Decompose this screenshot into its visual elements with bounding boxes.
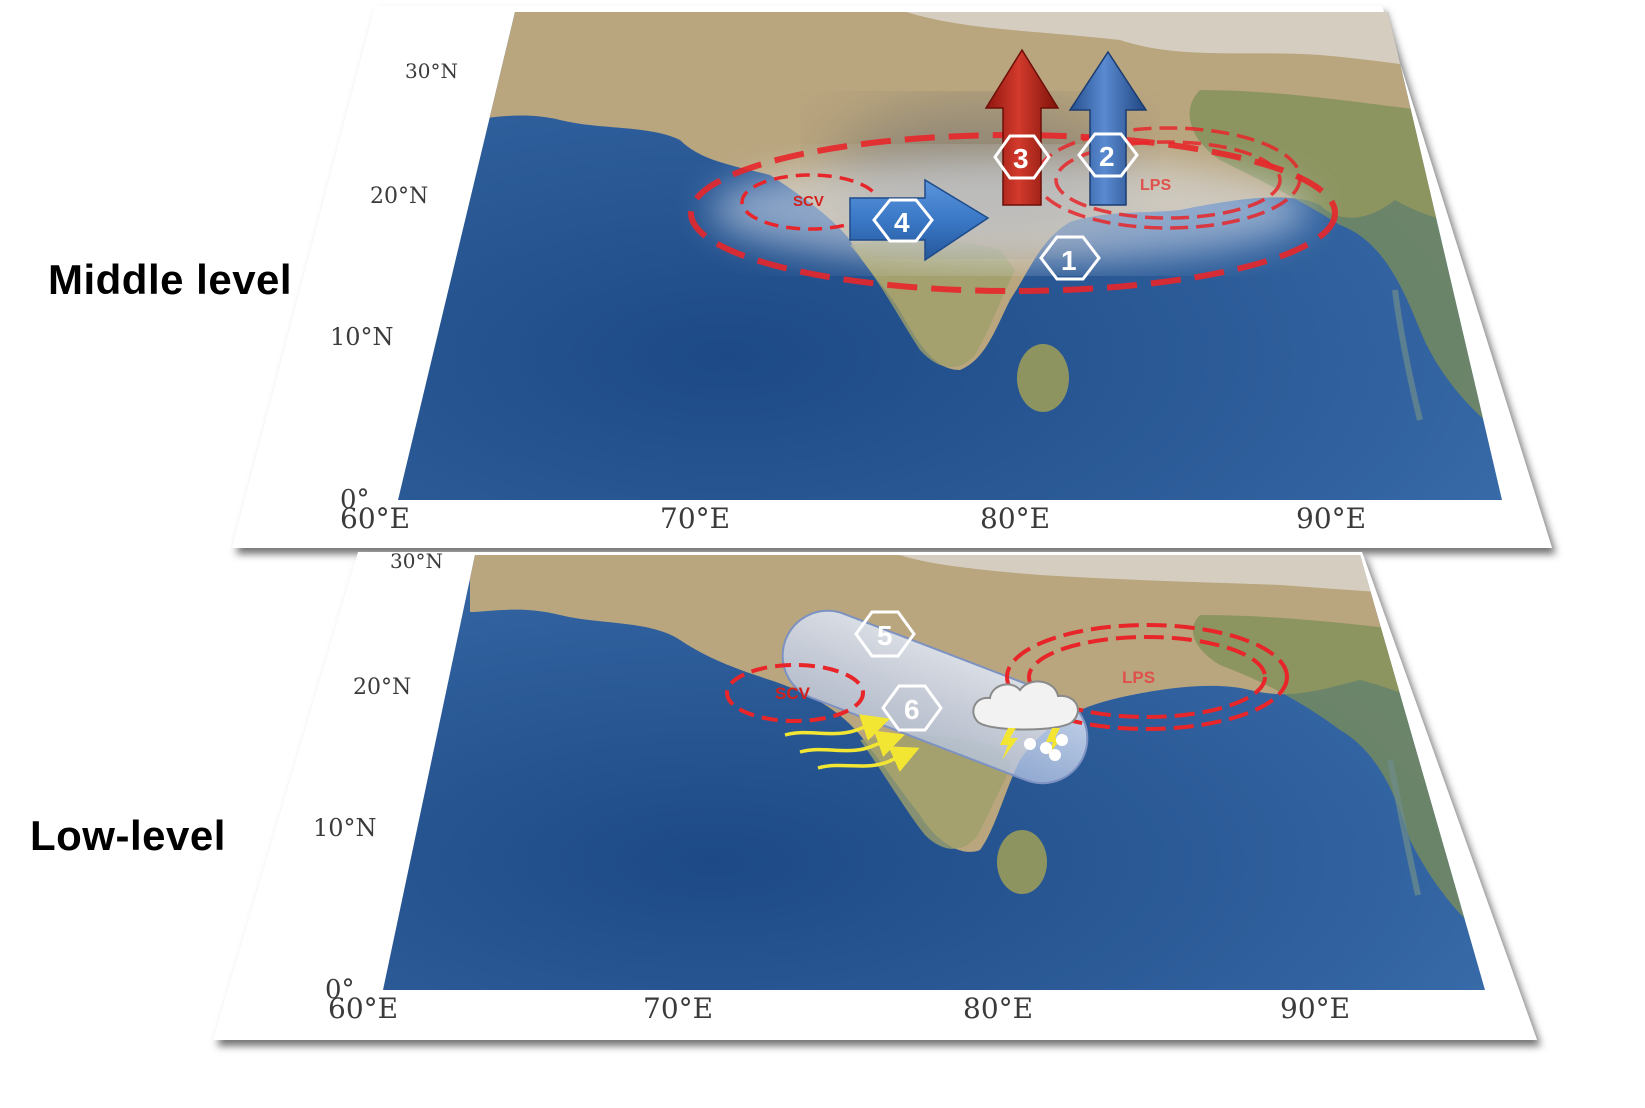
andaman-islands-low <box>1387 759 1421 896</box>
lon-tick-80e-middle: 80°E <box>980 502 1050 535</box>
hexagon-marker-1-icon: 1 <box>1039 235 1101 281</box>
blue-upward-arrow <box>1068 50 1148 206</box>
lps-inner-ellipse-middle <box>1054 140 1282 220</box>
andaman-islands <box>1392 289 1423 421</box>
blue-horizontal-arrow <box>849 178 990 262</box>
sri-lanka-low <box>997 830 1047 894</box>
hexagon-marker-4-icon: 4 <box>872 198 934 243</box>
low-level-label: Low-level <box>30 812 226 859</box>
low-level-sheet: 30°N 20°N 10°N 0° 60°E 70°E 80°E 90°E SC… <box>213 549 1537 1040</box>
marker-3-label: 3 <box>1013 143 1029 174</box>
lat-tick-20n-middle: 20°N <box>370 184 428 209</box>
land-west-ghats <box>850 239 1015 368</box>
lon-tick-60e-middle: 60°E <box>340 502 410 535</box>
lps-inner-ellipse-low <box>1027 635 1267 719</box>
lat-tick-30n-low: 30°N <box>390 549 443 573</box>
inflow-arrow-2 <box>799 730 905 757</box>
lps-outer-ellipse-low <box>1005 623 1289 731</box>
lon-tick-70e-middle: 70°E <box>660 502 730 535</box>
middle-level-label: Middle level <box>48 256 293 303</box>
lon-tick-60e-low: 60°E <box>328 992 398 1025</box>
land-himalaya <box>900 12 1502 80</box>
inflow-arrow-1 <box>784 714 890 741</box>
scv-ellipse-low <box>725 663 865 723</box>
marker-2-label: 2 <box>1099 141 1115 172</box>
low-map <box>383 555 1485 990</box>
marker-4-label: 4 <box>894 207 910 238</box>
hexagon-marker-5-icon: 5 <box>854 610 916 658</box>
lat-tick-0-low: 0° <box>325 975 355 1005</box>
hexagon-marker-6-icon: 6 <box>881 684 943 732</box>
marker-5-label: 5 <box>877 620 893 651</box>
marker-6-label: 6 <box>904 694 920 725</box>
marker-1-label: 1 <box>1061 245 1077 276</box>
lon-tick-90e-low: 90°E <box>1280 992 1350 1025</box>
lps-label-low: LPS <box>1122 668 1155 687</box>
inflow-arrow-3 <box>817 746 920 772</box>
middle-map <box>398 12 1502 500</box>
sri-lanka <box>1017 344 1069 412</box>
middle-level-sheet: 30°N 20°N 10°N 0° 60°E 70°E 80°E 90°E SC… <box>232 6 1552 548</box>
lon-tick-70e-low: 70°E <box>643 992 713 1025</box>
lat-tick-30n-middle: 30°N <box>405 59 458 83</box>
cloud-rain-lightning-icon <box>972 680 1079 761</box>
lat-tick-10n-middle: 10°N <box>330 323 394 351</box>
lat-tick-10n-low: 10°N <box>313 814 377 842</box>
lon-tick-90e-middle: 90°E <box>1296 502 1366 535</box>
hexagon-marker-2-icon: 2 <box>1077 132 1139 178</box>
scv-label-low: SCV <box>775 684 811 703</box>
lat-tick-20n-low: 20°N <box>353 675 411 700</box>
land-himalaya-low <box>900 555 1485 600</box>
red-upward-arrow <box>984 48 1060 206</box>
lat-tick-0-middle: 0° <box>340 485 370 515</box>
lon-tick-80e-low: 80°E <box>963 992 1033 1025</box>
hexagon-marker-3-icon: 3 <box>993 134 1051 180</box>
lps-label-middle: LPS <box>1140 177 1171 194</box>
scv-label-middle: SCV <box>793 193 824 210</box>
